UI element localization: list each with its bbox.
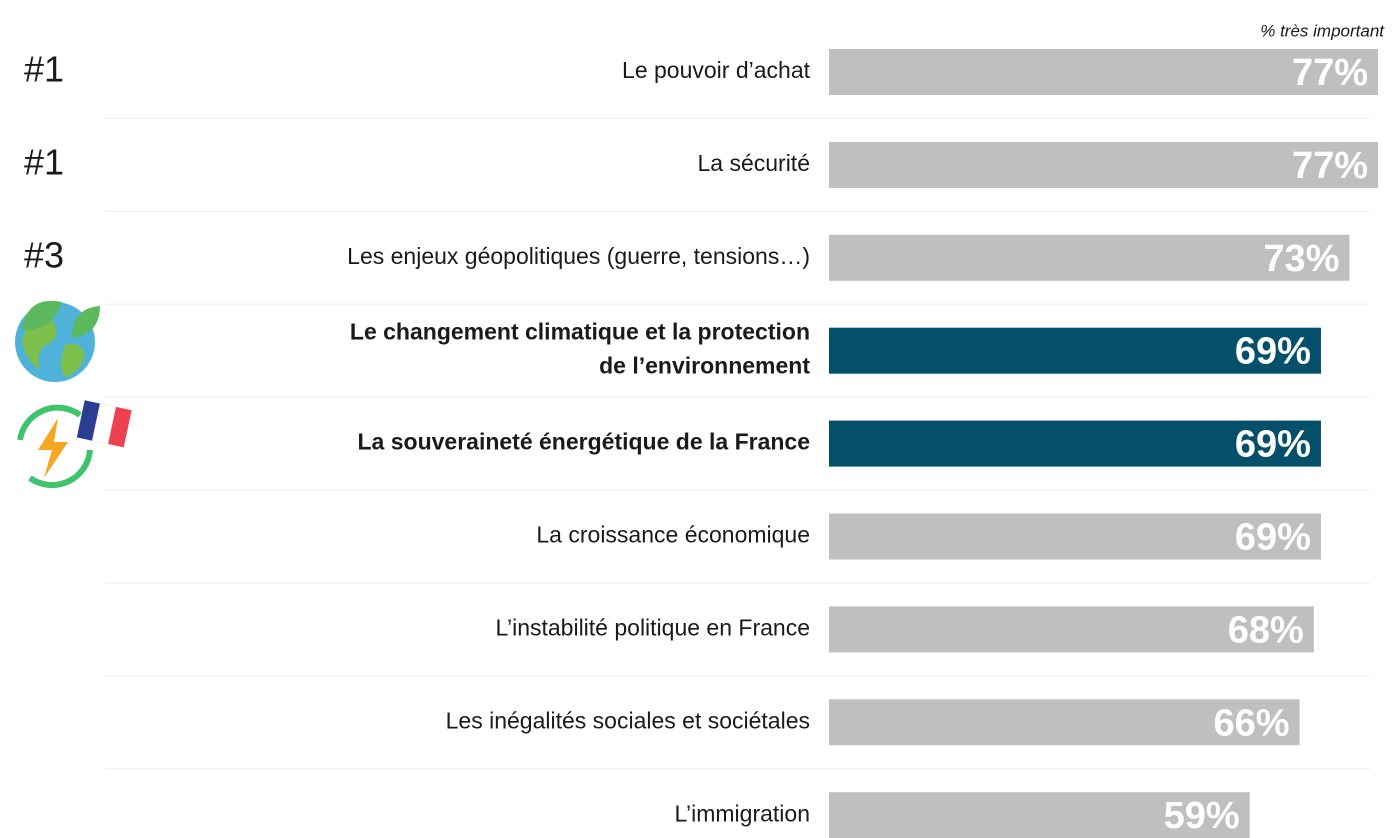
category-label: La sécurité <box>697 150 810 176</box>
value-label: 59% <box>1164 795 1240 837</box>
category-label: L’instabilité politique en France <box>495 614 810 640</box>
subtitle: % très important <box>1260 21 1385 40</box>
value-label: 66% <box>1214 702 1290 744</box>
bar <box>829 234 1350 281</box>
category-label: Les enjeux géopolitiques (guerre, tensio… <box>347 243 810 269</box>
bar <box>829 792 1250 838</box>
category-label: La souveraineté énergétique de la France <box>358 429 811 455</box>
rank-label: #1 <box>24 49 64 90</box>
value-label: 77% <box>1292 145 1368 187</box>
value-label: 69% <box>1235 517 1311 559</box>
category-label: L’immigration <box>675 800 811 826</box>
bar <box>829 49 1379 95</box>
climate-icon <box>15 300 100 382</box>
value-label: 68% <box>1228 609 1304 651</box>
rank-label: #3 <box>24 234 64 275</box>
bar <box>829 141 1379 188</box>
value-label: 69% <box>1235 424 1311 466</box>
category-label: La croissance économique <box>536 522 810 548</box>
bar <box>829 699 1300 746</box>
category-label: Le changement climatique et la protectio… <box>350 319 810 379</box>
value-label: 77% <box>1292 52 1368 94</box>
value-label: 73% <box>1263 238 1339 280</box>
bar <box>829 513 1321 560</box>
value-label: 69% <box>1235 331 1311 373</box>
category-label: Le pouvoir d’achat <box>622 57 811 83</box>
bar <box>829 327 1321 374</box>
rank-label: #1 <box>24 141 64 182</box>
energy-icon <box>17 400 132 489</box>
bar <box>829 606 1314 653</box>
bar <box>829 420 1321 467</box>
category-label: Les inégalités sociales et sociétales <box>446 707 810 733</box>
